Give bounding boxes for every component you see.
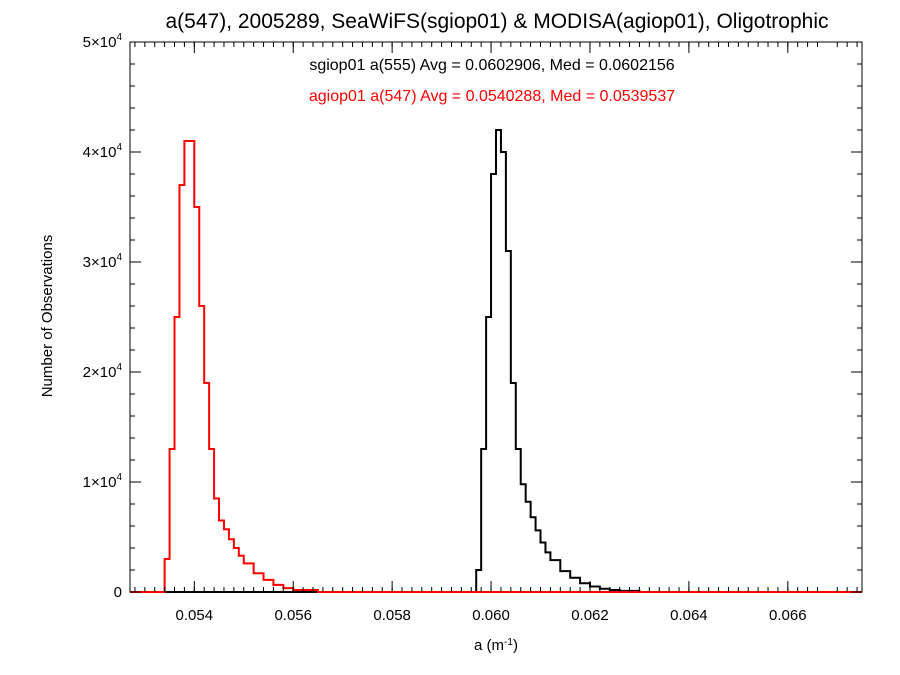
y-tick-label-2: 2×104 <box>83 362 123 381</box>
y-tick-label-3: 3×104 <box>83 252 123 271</box>
x-axis-label-main: a (m <box>474 637 504 654</box>
histogram-series-0 <box>130 129 862 593</box>
y-tick-label-1: 1×104 <box>83 472 123 491</box>
x-tick-label-5: 0.064 <box>670 607 708 624</box>
histogram-series-1 <box>130 140 862 593</box>
x-axis-label-sup: -1 <box>504 637 513 648</box>
x-tick-label-6: 0.066 <box>769 607 807 624</box>
series-layer <box>130 129 862 593</box>
x-axis-label: a (m-1) <box>474 637 518 655</box>
y-axis-label: Number of Observations <box>39 235 56 398</box>
plot-area <box>129 41 863 593</box>
x-tick-label-2: 0.058 <box>373 607 411 624</box>
y-tick-label-5: 5×104 <box>83 32 123 51</box>
x-tick-label-4: 0.062 <box>571 607 609 624</box>
x-axis-label-tail: ) <box>513 637 518 654</box>
ticks-layer: 0.054 0.056 0.058 0.060 0.062 0.064 0.066 0 1×10… <box>83 32 862 624</box>
x-tick-label-1: 0.056 <box>274 607 312 624</box>
annotation-agiop01: agiop01 a(547) Avg = 0.0540288, Med = 0.… <box>309 88 675 105</box>
y-tick-label-4: 4×104 <box>83 142 123 161</box>
x-tick-label-3: 0.060 <box>472 607 510 624</box>
annotation-sgiop01: sgiop01 a(555) Avg = 0.0602906, Med = 0.… <box>309 57 674 74</box>
chart-title: a(547), 2005289, SeaWiFS(sgiop01) & MODI… <box>166 10 829 33</box>
x-tick-label-0: 0.054 <box>176 607 214 624</box>
y-tick-label-0: 0 <box>114 584 122 601</box>
